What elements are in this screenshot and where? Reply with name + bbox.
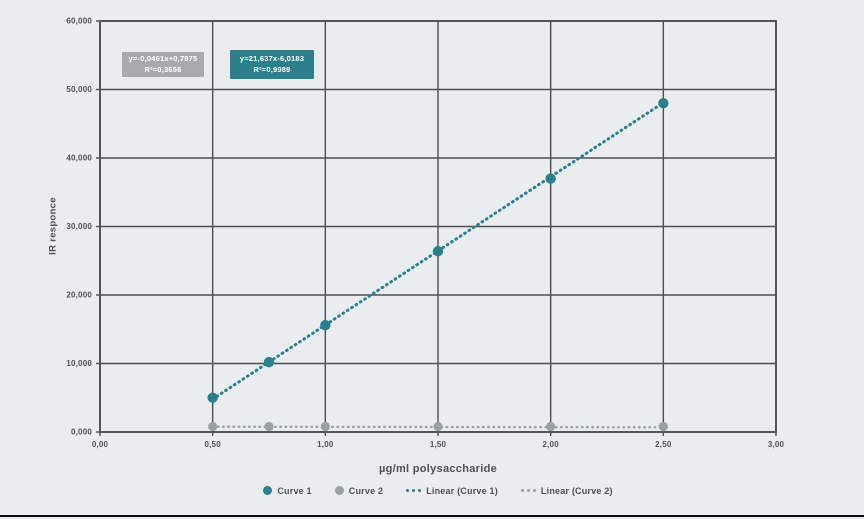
- r-squared-text-curve-2: R²=0,3656: [144, 64, 182, 74]
- data-point-curve-2: [320, 421, 330, 432]
- legend-dot-icon: [263, 486, 273, 495]
- x-tick-label: 0,00: [92, 440, 109, 449]
- y-tick-label: 10,000: [66, 359, 92, 368]
- plot-svg: 0,00 0,50 1,00 1,50 2,00 2,50 3,00 0,000 10,000 2…: [66, 17, 785, 450]
- data-point-curve-1: [432, 245, 444, 257]
- legend-item-label: Curve 1: [277, 485, 312, 496]
- data-point-curve-2: [433, 421, 443, 432]
- x-tick-label: 2,00: [542, 440, 559, 449]
- data-point-curve-2: [264, 421, 274, 432]
- x-tick-label: 2,50: [655, 440, 672, 449]
- x-axis-title: µg/ml polysaccharide: [378, 463, 498, 475]
- x-tick-label: 3,00: [768, 440, 785, 449]
- r-squared-text-curve-1: R²=0,9989: [253, 64, 291, 74]
- equation-text-curve-2: y=-0,0461x+0,7875: [128, 54, 198, 63]
- equation-box-curve-1: y=21,637x-6,0183 R²=0,9989: [230, 50, 314, 79]
- data-point-curve-1: [545, 173, 556, 184]
- equation-text-curve-1: y=21,637x-6,0183: [239, 54, 305, 63]
- data-point-curve-1: [263, 356, 275, 368]
- y-tick-label: 60,000: [66, 17, 92, 26]
- data-point-curve-2: [208, 421, 218, 432]
- data-point-curve-2: [546, 421, 556, 432]
- legend-item-label: Curve 2: [348, 485, 384, 496]
- data-point-curve-2: [658, 421, 668, 432]
- y-tick-label: 20,000: [66, 291, 92, 300]
- y-tick-label: 50,000: [66, 85, 92, 94]
- legend-item-1: Curve 1: [263, 485, 312, 496]
- y-tick-label: 30,000: [66, 222, 92, 231]
- x-tick-label: 1,50: [430, 440, 447, 449]
- y-tick-label: 0,000: [71, 428, 92, 437]
- y-tick-label: 40,000: [66, 154, 92, 163]
- plot-border: [99, 20, 777, 433]
- legend-dotted-line-icon: [406, 489, 422, 492]
- legend-item-3: Linear (Curve 1): [406, 486, 498, 496]
- legend-item-4: Linear (Curve 2): [520, 485, 613, 496]
- legend-dotted-line-icon: [520, 489, 536, 492]
- bottom-border-line: [0, 515, 864, 517]
- x-tick-label: 1,00: [317, 440, 334, 449]
- equation-box-curve-2: y=-0,0461x+0,7875 R²=0,3656: [122, 52, 204, 77]
- legend-item-2: Curve 2: [334, 485, 384, 496]
- data-point-curve-1: [658, 98, 669, 109]
- legend-dot-icon: [334, 486, 344, 495]
- legend-item-label: Linear (Curve 1): [426, 485, 498, 496]
- legend-item-label: Linear (Curve 2): [540, 485, 613, 496]
- x-tick-label: 0,50: [204, 440, 221, 449]
- legend: Curve 1 Curve 2 Linear (Curve 1) Linear (Cu…: [100, 483, 776, 498]
- data-point-curve-1: [207, 392, 218, 403]
- data-point-curve-1: [320, 319, 331, 331]
